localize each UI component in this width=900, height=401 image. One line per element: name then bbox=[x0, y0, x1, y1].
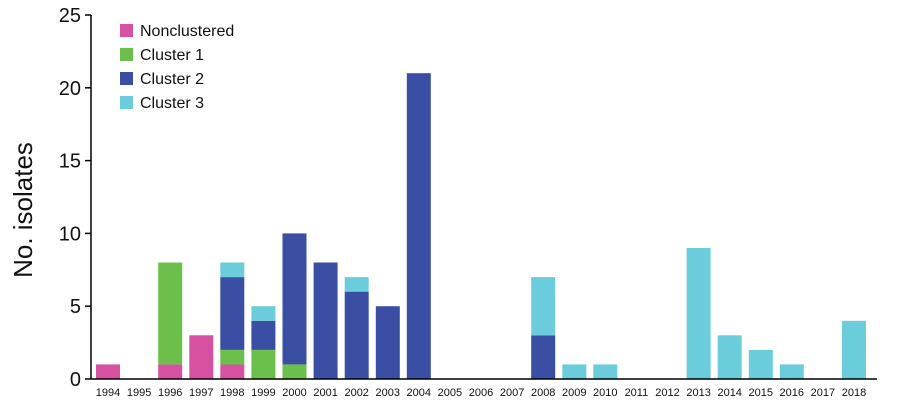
x-tick-label-1996: 1996 bbox=[158, 387, 182, 399]
x-tick-label-2013: 2013 bbox=[686, 387, 710, 399]
bar-1998-series-3 bbox=[220, 262, 245, 278]
bar-1999-series-1 bbox=[251, 349, 276, 379]
bar-2003-series-2 bbox=[375, 306, 400, 379]
bar-2002-series-3 bbox=[344, 277, 369, 292]
x-tick-label-2005: 2005 bbox=[438, 387, 462, 399]
x-tick-label-2011: 2011 bbox=[625, 387, 649, 399]
bar-1997-series-0 bbox=[189, 335, 214, 379]
x-tick-label-2012: 2012 bbox=[655, 387, 679, 399]
bar-1996-series-1 bbox=[158, 262, 183, 365]
x-tick-label-2015: 2015 bbox=[749, 387, 773, 399]
x-tick-label-2018: 2018 bbox=[842, 387, 866, 399]
x-tick-label-1998: 1998 bbox=[220, 387, 244, 399]
bar-2004-series-2 bbox=[406, 73, 431, 379]
x-tick-label-2007: 2007 bbox=[500, 387, 524, 399]
y-tick-label-5: 5 bbox=[70, 296, 81, 318]
legend-label-1: Cluster 1 bbox=[140, 47, 204, 64]
x-tick-label-2014: 2014 bbox=[717, 387, 741, 399]
bar-1998-series-2 bbox=[220, 277, 245, 350]
x-tick-label-1995: 1995 bbox=[127, 387, 151, 399]
bar-2018-series-3 bbox=[842, 320, 866, 379]
bar-1996-series-0 bbox=[158, 364, 183, 379]
x-tick-label-1999: 1999 bbox=[251, 387, 275, 399]
bar-2008-series-3 bbox=[531, 277, 556, 336]
bar-2014-series-3 bbox=[717, 335, 742, 379]
bar-2013-series-3 bbox=[686, 248, 711, 379]
legend-label-2: Cluster 2 bbox=[140, 71, 204, 88]
bar-1999-series-2 bbox=[251, 320, 276, 350]
x-tick-label-2006: 2006 bbox=[469, 387, 493, 399]
legend-label-0: Nonclustered bbox=[140, 23, 234, 40]
bar-2008-series-2 bbox=[531, 335, 556, 379]
bar-2000-series-1 bbox=[282, 364, 307, 379]
x-tick-label-1994: 1994 bbox=[96, 387, 120, 399]
bar-2015-series-3 bbox=[748, 349, 773, 379]
x-tick-label-2017: 2017 bbox=[811, 387, 835, 399]
x-tick-label-1997: 1997 bbox=[189, 387, 213, 399]
legend-swatch-0 bbox=[120, 24, 133, 37]
bar-1998-series-0 bbox=[220, 364, 245, 379]
bars-layer bbox=[96, 73, 866, 379]
bar-2010-series-3 bbox=[593, 364, 618, 379]
axes-layer: 0 5 10 15 20 25 1994 1995 1996 1997 1998 1999 2000 20… bbox=[59, 5, 877, 399]
y-tick-label-15: 15 bbox=[59, 151, 81, 173]
x-tick-label-2004: 2004 bbox=[407, 387, 431, 399]
x-tick-label-2000: 2000 bbox=[282, 387, 306, 399]
bar-1999-series-3 bbox=[251, 306, 276, 321]
y-tick-label-0: 0 bbox=[70, 369, 81, 391]
x-tick-label-2001: 2001 bbox=[313, 387, 337, 399]
x-tick-label-2010: 2010 bbox=[593, 387, 617, 399]
y-tick-label-25: 25 bbox=[59, 5, 81, 27]
x-tick-label-2002: 2002 bbox=[344, 387, 368, 399]
x-tick-label-2003: 2003 bbox=[376, 387, 400, 399]
legend-swatch-3 bbox=[120, 96, 133, 109]
legend-swatch-2 bbox=[120, 72, 133, 85]
y-tick-label-20: 20 bbox=[59, 78, 81, 100]
bar-2016-series-3 bbox=[779, 364, 804, 379]
bar-2002-series-2 bbox=[344, 291, 369, 379]
bar-1994-series-0 bbox=[96, 364, 120, 379]
legend-swatch-1 bbox=[120, 48, 133, 61]
y-tick-label-10: 10 bbox=[59, 223, 81, 245]
bar-2009-series-3 bbox=[562, 364, 587, 379]
x-tick-label-2016: 2016 bbox=[780, 387, 804, 399]
legend-label-3: Cluster 3 bbox=[140, 95, 204, 112]
bar-2000-series-2 bbox=[282, 233, 307, 365]
bar-2001-series-2 bbox=[313, 262, 338, 379]
y-axis-title: No. isolates bbox=[8, 142, 38, 278]
x-tick-label-2008: 2008 bbox=[531, 387, 555, 399]
bar-1998-series-1 bbox=[220, 349, 245, 365]
legend: Nonclustered Cluster 1 Cluster 2 Cluster 3 bbox=[120, 23, 234, 112]
x-tick-label-2009: 2009 bbox=[562, 387, 586, 399]
